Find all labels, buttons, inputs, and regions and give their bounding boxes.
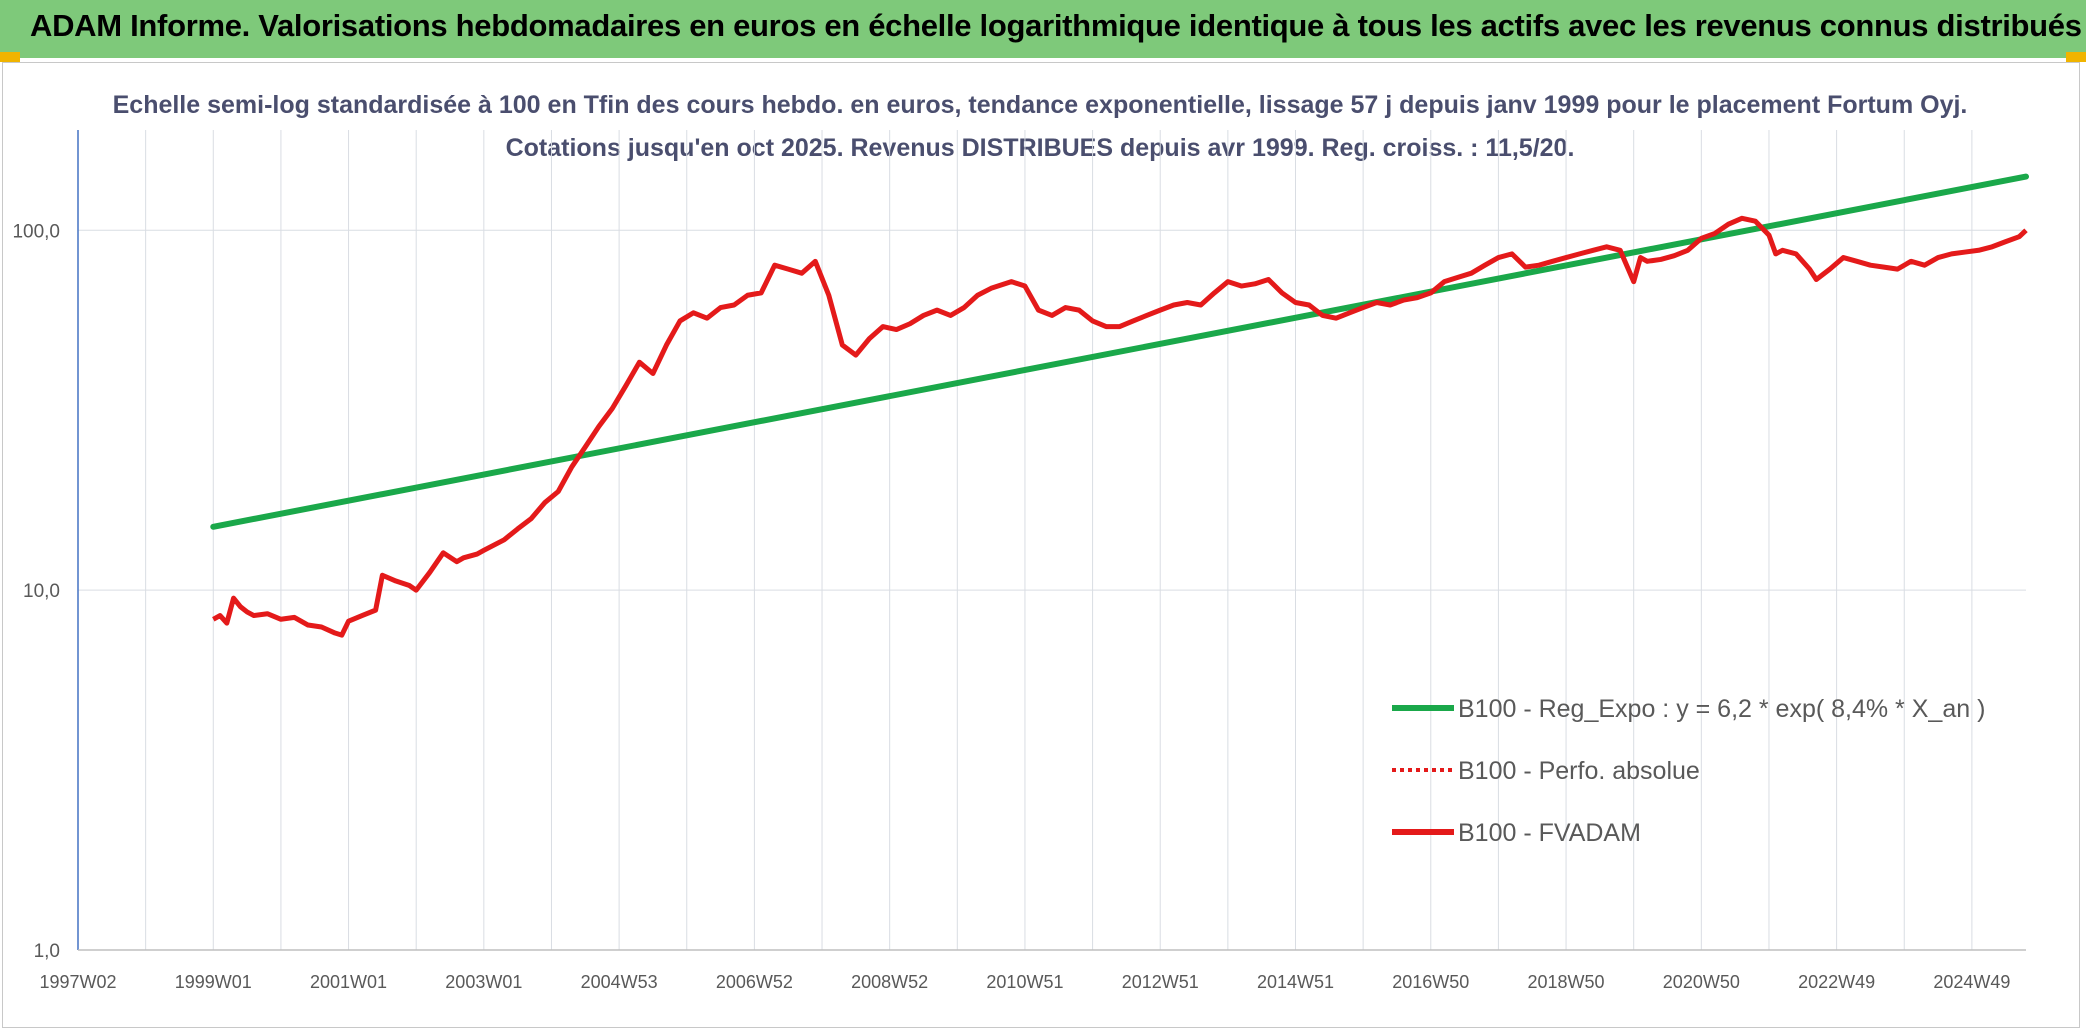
x-tick-label: 2004W53 [581, 972, 658, 992]
chart-frame [2, 62, 2080, 1028]
series-line-reg-expo [210, 173, 2029, 530]
legend-label: B100 - FVADAM [1458, 819, 1641, 847]
y-tick-label: 100,0 [12, 221, 60, 242]
y-tick-label: 10,0 [23, 581, 60, 602]
top-banner: ADAM Informe. Valorisations hebdomadaire… [0, 0, 2086, 58]
legend-label: B100 - Perfo. absolue [1458, 757, 1700, 785]
x-tick-label: 2010W51 [986, 972, 1063, 992]
x-tick-label: 1999W01 [175, 972, 252, 992]
x-tick-label: 2006W52 [716, 972, 793, 992]
x-tick-label: 2020W50 [1663, 972, 1740, 992]
series-layer [210, 173, 2029, 638]
x-tick-label: 2022W49 [1798, 972, 1875, 992]
axis-layer: 1,0 10,0 100,0 1997W02 1999W01 2001W01 2003W01… [12, 130, 2026, 992]
x-tick-label: 1997W02 [39, 972, 116, 992]
x-tick-label: 2001W01 [310, 972, 387, 992]
corner-accent-right [2066, 52, 2086, 62]
legend: B100 - Reg_Expo : y = 6,2 * exp( 8,4% * … [1392, 695, 1985, 847]
y-tick-label: 1,0 [34, 941, 60, 962]
series-line-fvadam [212, 215, 2028, 638]
x-tick-label: 2014W51 [1257, 972, 1334, 992]
chart-title: Echelle semi-log standardisée à 100 en T… [112, 91, 1968, 162]
grid-layer [78, 130, 2026, 951]
x-tick-label: 2012W51 [1122, 972, 1199, 992]
x-tick-label: 2008W52 [851, 972, 928, 992]
x-tick-label: 2016W50 [1392, 972, 1469, 992]
x-tick-label: 2024W49 [1933, 972, 2010, 992]
corner-accent-left [0, 52, 20, 62]
x-tick-label: 2003W01 [445, 972, 522, 992]
banner-title: ADAM Informe. Valorisations hebdomadaire… [30, 8, 2082, 43]
legend-label: B100 - Reg_Expo : y = 6,2 * exp( 8,4% * … [1458, 695, 1985, 723]
x-tick-label: 2018W50 [1528, 972, 1605, 992]
